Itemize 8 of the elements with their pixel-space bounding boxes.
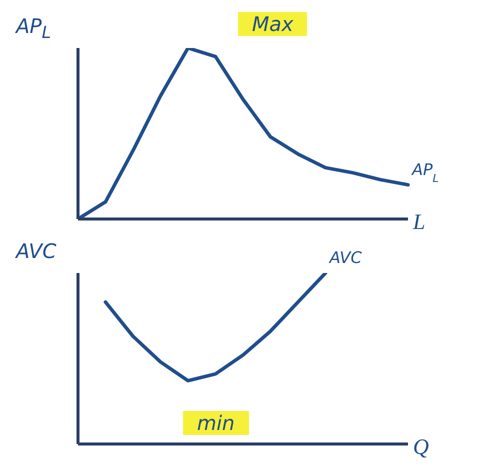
- annotation: min: [183, 411, 249, 435]
- x-axis-title: Q: [413, 434, 429, 459]
- series-label: AVC: [328, 248, 363, 267]
- text: Max: [238, 12, 308, 36]
- x-axis-title: L: [412, 208, 426, 234]
- y-axis-title: AP$_{L}$: [16, 14, 52, 42]
- series-label: AP$_{L}$: [411, 160, 439, 184]
- y-axis-title: AVC: [16, 239, 56, 263]
